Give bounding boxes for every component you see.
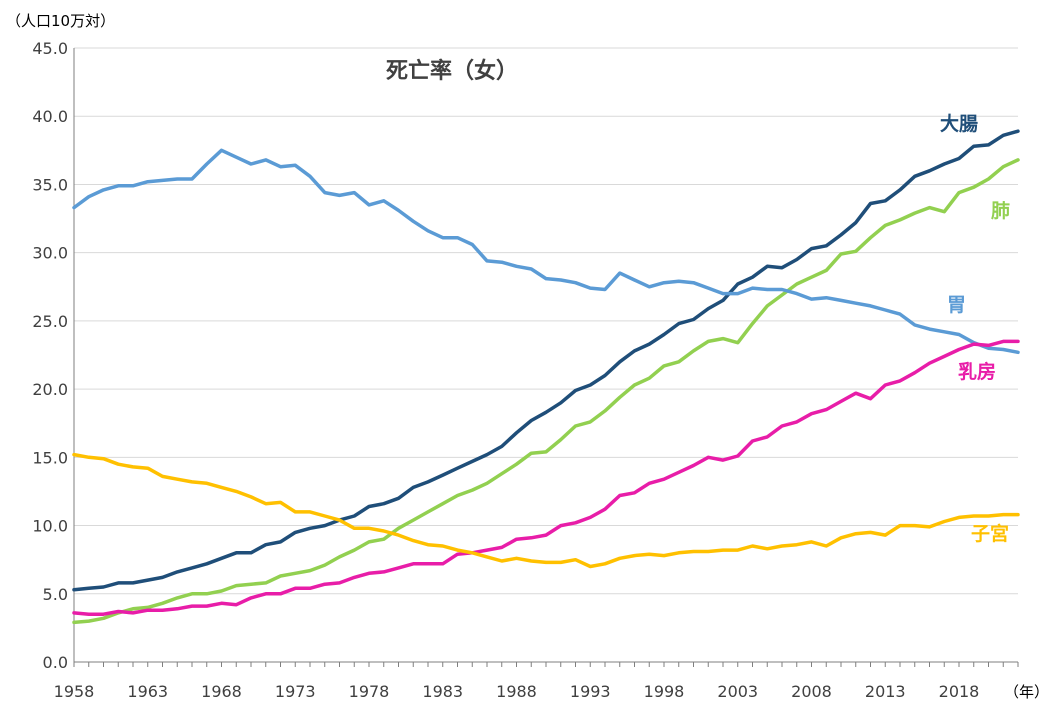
- series-line-乳房: [72, 339, 1020, 616]
- x-tick-label: 1963: [127, 682, 168, 701]
- x-tick-label: 1978: [349, 682, 390, 701]
- series-label-大腸: 大腸: [940, 112, 978, 135]
- y-tick-label: 5.0: [43, 585, 68, 604]
- x-tick-label: 2003: [717, 682, 758, 701]
- series-label-胃: 胃: [947, 294, 966, 316]
- y-tick-label: 15.0: [32, 448, 68, 467]
- y-tick-label: 10.0: [32, 517, 68, 536]
- series-line-大腸: [72, 129, 1020, 592]
- chart-title: 死亡率（女）: [386, 58, 518, 84]
- y-tick-label: 40.0: [32, 107, 68, 126]
- x-tick-label: 1983: [422, 682, 463, 701]
- x-tick-label: 1958: [54, 682, 95, 701]
- series-line-肺: [72, 158, 1020, 625]
- series-label-肺: 肺: [991, 200, 1010, 222]
- y-tick-label: 0.0: [43, 653, 68, 672]
- y-tick-label: 45.0: [32, 39, 68, 58]
- y-tick-label: 30.0: [32, 244, 68, 263]
- x-tick-label: 2018: [939, 682, 980, 701]
- x-tick-label: 1988: [496, 682, 537, 701]
- series-lines: [72, 129, 1020, 625]
- axes: 0.0 5.0 10.0 15.0 20.0 25.0 30.0 35.0 40.0 45.0 19…: [32, 39, 1019, 701]
- x-tick-label: 1998: [644, 682, 685, 701]
- y-tick-label: 20.0: [32, 380, 68, 399]
- series-line-子宮: [72, 452, 1020, 569]
- y-tick-label: 25.0: [32, 312, 68, 331]
- x-tick-label: 2013: [865, 682, 906, 701]
- series-label-子宮: 子宮: [971, 522, 1009, 545]
- x-tick-label: 1993: [570, 682, 611, 701]
- y-tick-label: 35.0: [32, 175, 68, 194]
- x-tick-label: 1973: [275, 682, 316, 701]
- series-label-乳房: 乳房: [958, 360, 996, 383]
- x-tick-label: 1968: [201, 682, 242, 701]
- y-axis-unit-label: （人口10万対）: [6, 12, 115, 30]
- x-axis-unit-label: （年）: [1004, 683, 1049, 701]
- series-line-胃: [72, 148, 1020, 355]
- x-tick-label: 2008: [791, 682, 832, 701]
- gridlines: [74, 47, 1018, 595]
